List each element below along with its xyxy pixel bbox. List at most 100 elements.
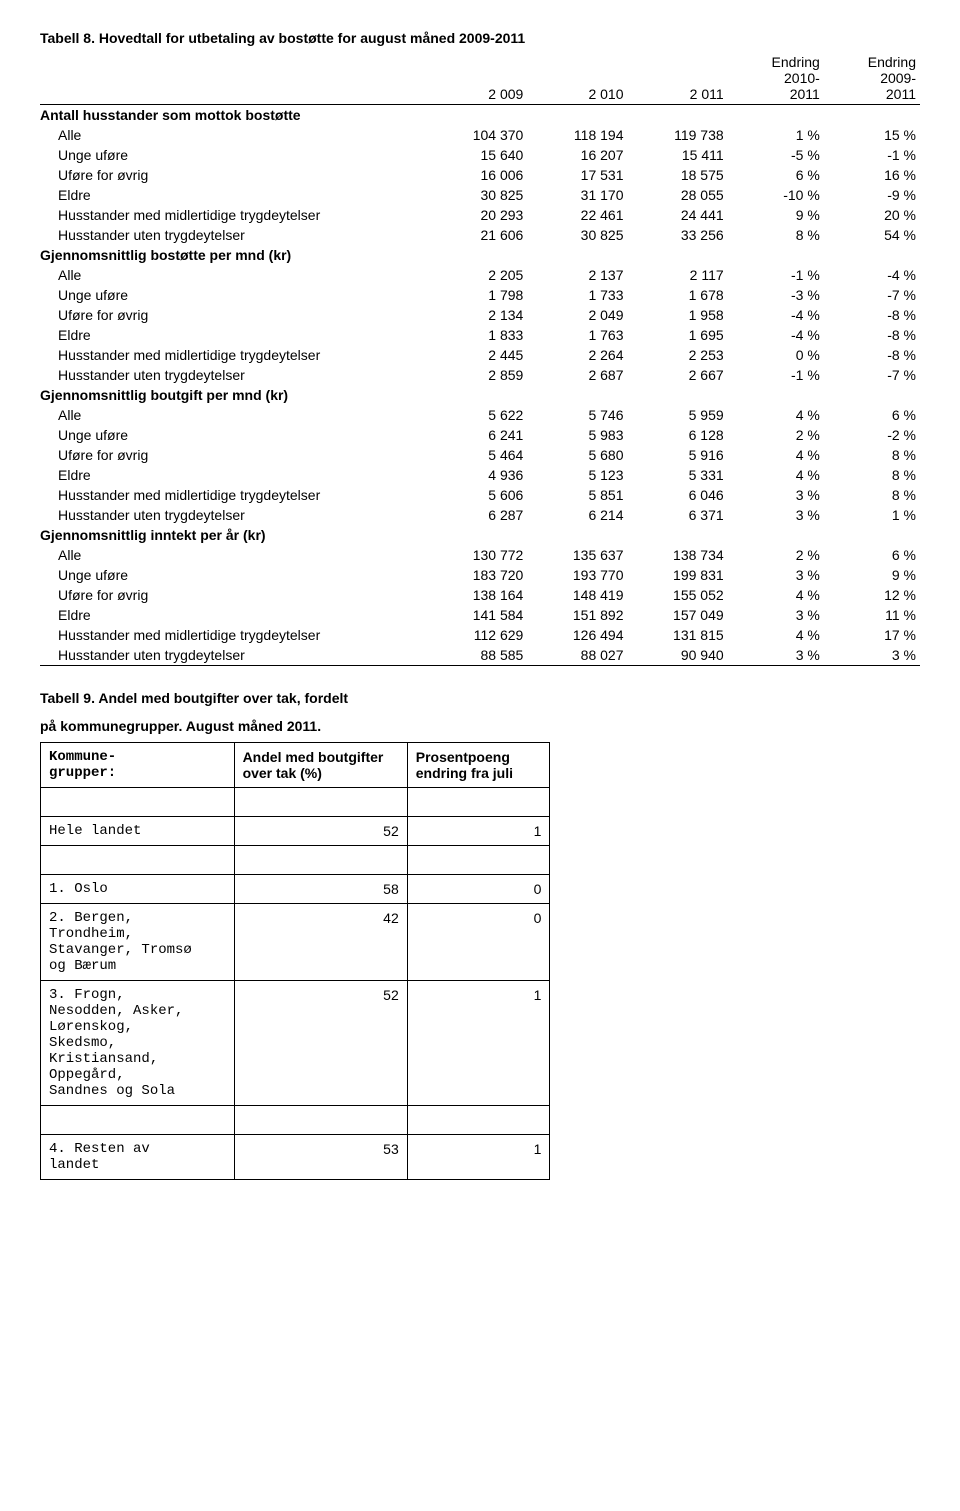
t8-cell: Alle <box>40 125 427 145</box>
t8-cell: -1 % <box>824 145 920 165</box>
t8-cell: 15 640 <box>427 145 527 165</box>
t8-cell: 2 859 <box>427 365 527 385</box>
t8-cell: 88 027 <box>527 645 627 666</box>
t9-blank <box>41 846 235 875</box>
t8-cell: -7 % <box>824 285 920 305</box>
t8-cell: Alle <box>40 545 427 565</box>
t8-cell: 16 207 <box>527 145 627 165</box>
t8-cell: Husstander med midlertidige trygdeytelse… <box>40 625 427 645</box>
t8-cell: 2 % <box>728 545 824 565</box>
t8-cell: 0 % <box>728 345 824 365</box>
t8-cell: 2 117 <box>628 265 728 285</box>
t8-cell: 193 770 <box>527 565 627 585</box>
t8-cell: -4 % <box>824 265 920 285</box>
table8: 2 0092 0102 011Endring 2010- 2011Endring… <box>40 52 920 666</box>
t9-blank <box>407 788 550 817</box>
t8-cell: Uføre for øvrig <box>40 585 427 605</box>
t8-cell: 22 461 <box>527 205 627 225</box>
t9-h2: Prosentpoeng endring fra juli <box>407 743 550 788</box>
t8-cell: 5 746 <box>527 405 627 425</box>
t8-header-4: Endring 2010- 2011 <box>728 52 824 105</box>
t8-cell: Alle <box>40 405 427 425</box>
t8-cell: -4 % <box>728 325 824 345</box>
t8-cell: 2 687 <box>527 365 627 385</box>
t8-cell: 9 % <box>728 205 824 225</box>
t8-cell: 5 680 <box>527 445 627 465</box>
t8-cell: 6 % <box>824 405 920 425</box>
t9-v1-4: 53 <box>234 1135 407 1180</box>
t8-cell: 1 958 <box>628 305 728 325</box>
t8-cell: 155 052 <box>628 585 728 605</box>
t8-header-0 <box>40 52 427 105</box>
table9-title-2: på kommunegrupper. August måned 2011. <box>40 718 920 734</box>
t8-cell: 3 % <box>728 565 824 585</box>
t9-label-1: 1. Oslo <box>41 875 235 904</box>
t8-cell: Husstander med midlertidige trygdeytelse… <box>40 345 427 365</box>
t8-cell: -7 % <box>824 365 920 385</box>
t8-cell: 183 720 <box>427 565 527 585</box>
t9-v2-3: 1 <box>407 981 550 1106</box>
t8-cell: 5 606 <box>427 485 527 505</box>
t8-cell: Eldre <box>40 605 427 625</box>
t8-cell: 199 831 <box>628 565 728 585</box>
t8-cell: 1 763 <box>527 325 627 345</box>
t8-cell: 1 % <box>728 125 824 145</box>
t8-cell: 2 264 <box>527 345 627 365</box>
t9-label-0: Hele landet <box>41 817 235 846</box>
t8-cell: -1 % <box>728 265 824 285</box>
t8-cell: 17 531 <box>527 165 627 185</box>
t8-cell: Uføre for øvrig <box>40 305 427 325</box>
t8-cell: -2 % <box>824 425 920 445</box>
t8-cell: 130 772 <box>427 545 527 565</box>
t8-cell: 6 241 <box>427 425 527 445</box>
t8-cell: 5 622 <box>427 405 527 425</box>
t8-cell: 31 170 <box>527 185 627 205</box>
t8-section-3: Gjennomsnittlig inntekt per år (kr) <box>40 525 920 545</box>
t8-cell: -1 % <box>728 365 824 385</box>
t8-cell: 28 055 <box>628 185 728 205</box>
t8-header-1: 2 009 <box>427 52 527 105</box>
t8-cell: 8 % <box>824 445 920 465</box>
table8-title: Tabell 8. Hovedtall for utbetaling av bo… <box>40 30 920 46</box>
t8-cell: 17 % <box>824 625 920 645</box>
t8-cell: -5 % <box>728 145 824 165</box>
t8-cell: Husstander uten trygdeytelser <box>40 645 427 666</box>
t8-cell: 20 293 <box>427 205 527 225</box>
t8-cell: 2 134 <box>427 305 527 325</box>
t9-v2-0: 1 <box>407 817 550 846</box>
t8-cell: Unge uføre <box>40 425 427 445</box>
t9-label-3: 3. Frogn, Nesodden, Asker, Lørenskog, Sk… <box>41 981 235 1106</box>
t8-cell: 6 128 <box>628 425 728 445</box>
t8-cell: 16 006 <box>427 165 527 185</box>
t8-cell: 1 798 <box>427 285 527 305</box>
t8-cell: 2 445 <box>427 345 527 365</box>
t8-cell: 33 256 <box>628 225 728 245</box>
t8-cell: 5 959 <box>628 405 728 425</box>
t8-cell: 2 667 <box>628 365 728 385</box>
t8-cell: 1 678 <box>628 285 728 305</box>
t8-header-5: Endring 2009- 2011 <box>824 52 920 105</box>
t8-cell: 54 % <box>824 225 920 245</box>
t9-v1-3: 52 <box>234 981 407 1106</box>
t8-cell: -4 % <box>728 305 824 325</box>
t8-cell: 1 833 <box>427 325 527 345</box>
t8-cell: 5 916 <box>628 445 728 465</box>
t8-cell: 119 738 <box>628 125 728 145</box>
t8-cell: 88 585 <box>427 645 527 666</box>
t8-cell: 5 983 <box>527 425 627 445</box>
t8-cell: 2 % <box>728 425 824 445</box>
t8-cell: 6 % <box>728 165 824 185</box>
t8-cell: 131 815 <box>628 625 728 645</box>
t8-cell: Husstander uten trygdeytelser <box>40 365 427 385</box>
t8-cell: 138 164 <box>427 585 527 605</box>
t9-blank <box>407 1106 550 1135</box>
t8-cell: Unge uføre <box>40 145 427 165</box>
t8-cell: 4 % <box>728 625 824 645</box>
t8-cell: 3 % <box>728 505 824 525</box>
t8-cell: 2 253 <box>628 345 728 365</box>
table9: Kommune- grupper: Andel med boutgifter o… <box>40 742 550 1180</box>
t9-blank <box>407 846 550 875</box>
t8-cell: 151 892 <box>527 605 627 625</box>
t8-cell: Unge uføre <box>40 565 427 585</box>
t8-cell: 5 464 <box>427 445 527 465</box>
